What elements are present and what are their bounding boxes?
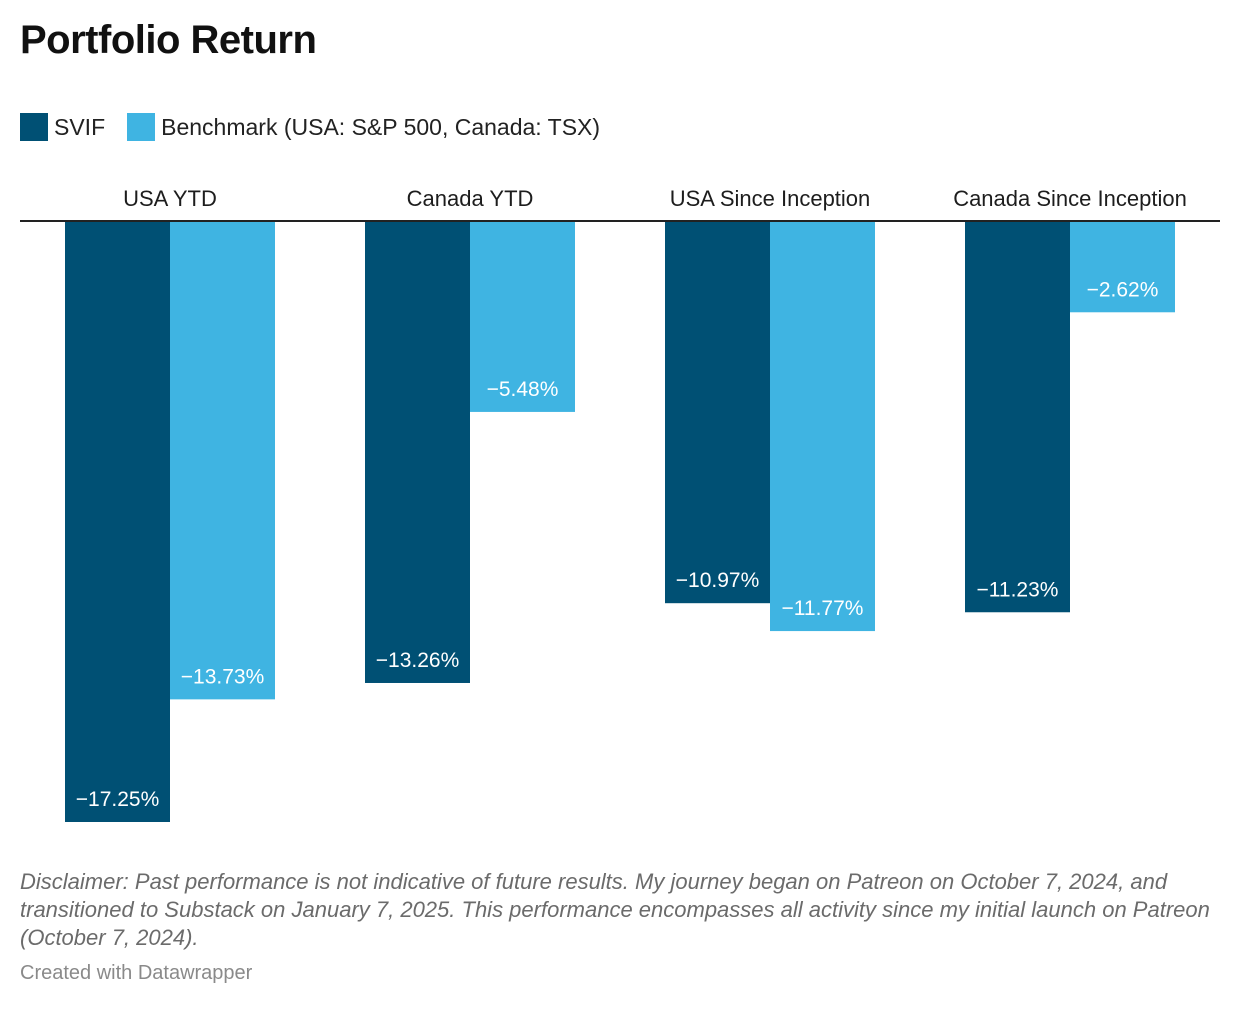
bar	[665, 221, 770, 604]
legend-swatch-benchmark	[127, 113, 156, 141]
data-label: −11.77%	[782, 597, 864, 620]
bar-chart: USA YTD −17.25% −13.73% Canada YTD −13.26% −5…	[20, 186, 1220, 822]
category-label: Canada Since Inception	[953, 186, 1187, 211]
legend-label-svif: SVIF	[54, 113, 106, 140]
bar	[1070, 221, 1175, 313]
bar	[965, 221, 1070, 613]
credit-line: Created with Datawrapper	[20, 962, 253, 984]
legend: SVIF Benchmark (USA: S&P 500, Canada: TS…	[20, 112, 622, 142]
legend-label-benchmark: Benchmark (USA: S&P 500, Canada: TSX)	[161, 113, 601, 140]
category-label: USA YTD	[123, 186, 217, 211]
bar	[65, 221, 170, 822]
chart-title: Portfolio Return	[20, 18, 317, 62]
data-label: −13.73%	[181, 665, 265, 688]
legend-swatch-svif	[20, 113, 48, 141]
bar	[170, 221, 275, 700]
data-label: −2.62%	[1087, 278, 1159, 301]
data-label: −5.48%	[487, 378, 559, 401]
legend-item-benchmark: Benchmark (USA: S&P 500, Canada: TSX)	[127, 113, 600, 141]
bar	[770, 221, 875, 632]
bar	[470, 221, 575, 412]
data-label: −11.23%	[977, 578, 1059, 601]
category-label: Canada YTD	[407, 186, 534, 211]
data-label: −13.26%	[376, 649, 460, 672]
data-label: −17.25%	[76, 788, 160, 811]
disclaimer-notes: Disclaimer: Past performance is not indi…	[20, 869, 1210, 950]
legend-item-svif: SVIF	[20, 113, 105, 141]
bar	[365, 221, 470, 683]
data-label: −10.97%	[676, 569, 760, 592]
category-label: USA Since Inception	[670, 186, 871, 211]
